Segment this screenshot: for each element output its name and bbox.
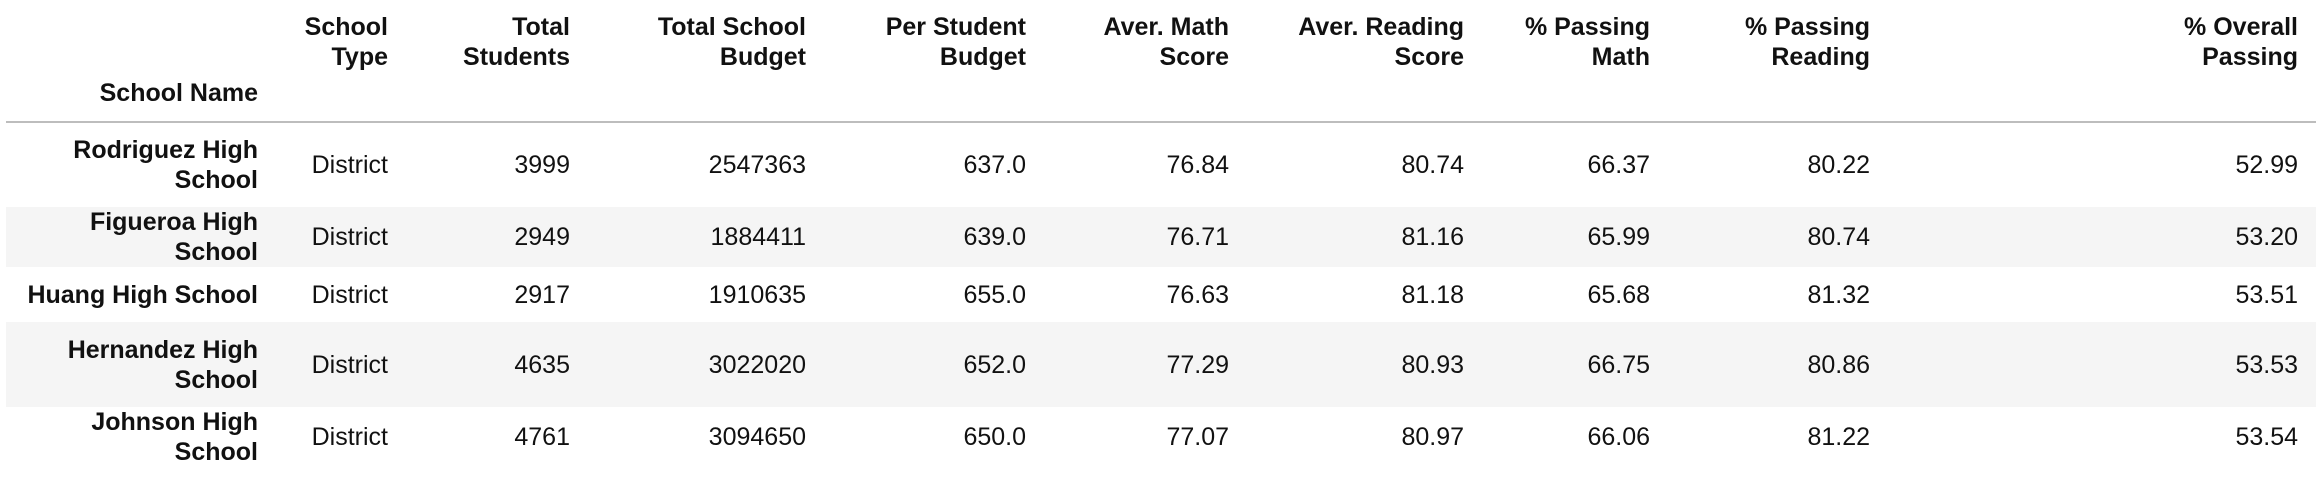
header-blank-cell <box>6 0 276 78</box>
row-index-label: Johnson High School <box>91 408 258 466</box>
table-cell: 637.0 <box>963 151 1026 179</box>
table-cell: 76.63 <box>1166 280 1229 309</box>
column-header: Per Student Budget <box>885 13 1026 71</box>
table-cell: 655.0 <box>963 280 1026 309</box>
table-row: Hernandez High School District 4635 30220… <box>6 322 2316 407</box>
table-cell: 52.99 <box>2235 151 2298 179</box>
table-cell: 4761 <box>514 423 570 451</box>
table-cell: 81.22 <box>1807 423 1870 451</box>
table-cell: 81.16 <box>1401 223 1464 251</box>
table-cell: District <box>311 280 388 309</box>
column-header: Total School Budget <box>657 13 806 71</box>
index-name-header: School Name <box>6 78 276 123</box>
row-index-label: Rodriguez High School <box>73 136 258 194</box>
column-header: % Overall Passing <box>2184 13 2298 71</box>
column-header: % Passing Math <box>1524 13 1650 71</box>
table-cell: 76.84 <box>1166 151 1229 179</box>
table-cell: 81.18 <box>1401 280 1464 309</box>
index-row-blank <box>1247 78 1482 123</box>
table-row: Johnson High School District 4761 309465… <box>6 407 2316 467</box>
table-cell: 80.93 <box>1401 350 1464 379</box>
table-cell: 53.51 <box>2235 280 2298 309</box>
column-header: Aver. Math Score <box>1103 13 1229 71</box>
table-cell: 65.99 <box>1587 223 1650 251</box>
table-cell: District <box>311 151 388 179</box>
table-cell: 80.22 <box>1807 151 1870 179</box>
table-cell: 652.0 <box>963 350 1026 379</box>
table-cell: 3094650 <box>708 423 806 451</box>
table-cell: District <box>311 423 388 451</box>
table-cell: 65.68 <box>1587 280 1650 309</box>
row-index-label: Figueroa High School <box>89 208 258 266</box>
table-cell: 53.20 <box>2235 223 2298 251</box>
table-cell: 66.75 <box>1587 350 1650 379</box>
table-cell: 650.0 <box>963 423 1026 451</box>
index-row-blank <box>1668 78 1888 123</box>
table-body: Rodriguez High School District 3999 25473… <box>6 122 2316 467</box>
column-header: Total Students <box>463 13 570 71</box>
table-row: Huang High School District 2917 1910635 … <box>6 267 2316 322</box>
column-header: Aver. Reading Score <box>1298 13 1464 71</box>
column-header: School Type <box>304 13 388 71</box>
table-cell: 1884411 <box>710 223 806 251</box>
table-cell: District <box>311 223 388 251</box>
row-index-label: Huang High School <box>27 280 258 309</box>
table-cell: 2547363 <box>708 151 806 179</box>
table-cell: 80.74 <box>1807 223 1870 251</box>
table-cell: 66.37 <box>1587 151 1650 179</box>
column-header-row: School Type Total Students Total School Bud… <box>6 0 2316 78</box>
table-row: Figueroa High School District 2949 18844… <box>6 207 2316 267</box>
table-cell: 77.29 <box>1166 350 1229 379</box>
table-row: Rodriguez High School District 3999 25473… <box>6 122 2316 207</box>
index-row-blank <box>1888 78 2316 123</box>
table-cell: 2949 <box>514 223 570 251</box>
table-header: School Type Total Students Total School Bud… <box>6 0 2316 123</box>
table-cell: District <box>311 350 388 379</box>
table-cell: 80.86 <box>1807 350 1870 379</box>
table-cell: 66.06 <box>1587 423 1650 451</box>
row-index-label: Hernandez High School <box>67 335 258 394</box>
table-cell: 77.07 <box>1166 423 1229 451</box>
index-row-blank <box>1044 78 1247 123</box>
index-row-blank <box>588 78 824 123</box>
index-name-row: School Name <box>6 78 2316 123</box>
index-row-blank <box>276 78 406 123</box>
index-row-blank <box>406 78 588 123</box>
table-cell: 76.71 <box>1166 223 1229 251</box>
column-header: % Passing Reading <box>1744 13 1870 71</box>
table-cell: 3999 <box>514 151 570 179</box>
table-cell: 80.74 <box>1401 151 1464 179</box>
table-cell: 2917 <box>514 280 570 309</box>
index-row-blank <box>824 78 1044 123</box>
table-cell: 1910635 <box>708 280 806 309</box>
school-summary-table: School Type Total Students Total School Bud… <box>6 0 2316 467</box>
table-cell: 3022020 <box>708 350 806 379</box>
table-cell: 80.97 <box>1401 423 1464 451</box>
table-cell: 53.53 <box>2235 350 2298 379</box>
table-cell: 639.0 <box>963 223 1026 251</box>
table-cell: 81.32 <box>1807 280 1870 309</box>
index-row-blank <box>1482 78 1668 123</box>
table-cell: 53.54 <box>2235 423 2298 451</box>
table-cell: 4635 <box>514 350 570 379</box>
